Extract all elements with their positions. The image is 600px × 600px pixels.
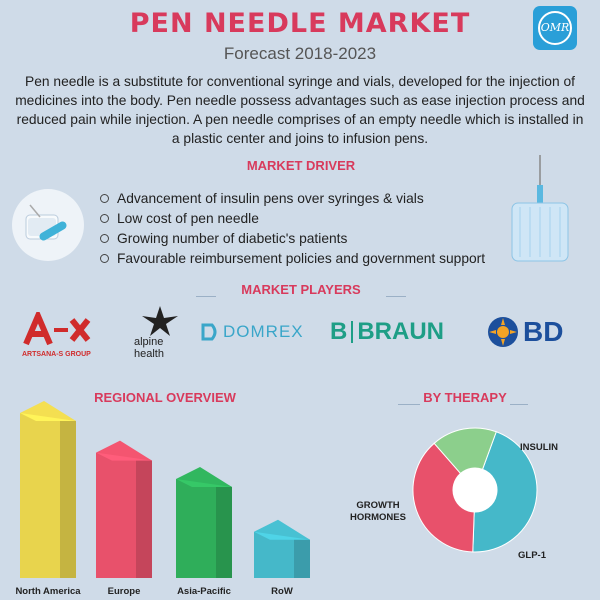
alpine-health-logo: alpine health: [128, 306, 188, 364]
regional-overview-heading: REGIONAL OVERVIEW: [92, 390, 238, 405]
alpine-star-icon: [142, 306, 178, 336]
driver-item: Growing number of diabetic's patients: [100, 228, 520, 248]
bbraun-logo: B BRAUN: [330, 318, 444, 346]
bar-label: Asia-Pacific: [177, 586, 231, 597]
artsana-mark-icon: [23, 308, 91, 346]
alpine-line2: health: [134, 348, 164, 360]
bbraun-text: BRAUN: [357, 318, 445, 345]
bar-asia-pacific: [176, 467, 232, 578]
regional-bar-chart: North America Europe Asia-Pacific RoW: [15, 401, 310, 597]
artsana-logo: ARTSANA-S GROUP: [18, 308, 108, 362]
by-therapy-heading: BY THERAPY: [420, 390, 510, 405]
bullet-icon: [100, 253, 109, 263]
bd-text: BD: [523, 316, 564, 347]
bd-logo: BD: [487, 316, 563, 348]
bd-sun-icon: [488, 317, 518, 347]
bar-label: North America: [15, 586, 81, 597]
domrex-mark-icon: [201, 323, 217, 341]
page-subtitle: Forecast 2018-2023: [223, 44, 377, 63]
market-players-heading: MARKET PLAYERS: [216, 282, 386, 297]
bullet-icon: [100, 193, 109, 203]
donut-label: INSULIN: [520, 442, 558, 453]
page-title: PEN NEEDLE MARKET: [129, 8, 471, 39]
driver-item: Favourable reimbursement policies and go…: [100, 248, 520, 268]
bar-label: Europe: [108, 586, 141, 597]
bar-europe: [96, 440, 152, 578]
bbraun-b: B: [330, 318, 348, 345]
pen-needle-image-left: [12, 189, 84, 261]
donut-slice-2: [433, 427, 497, 475]
market-driver-heading: MARKET DRIVER: [196, 158, 406, 173]
logo-text: OMR: [538, 11, 572, 45]
artsana-subtitle: ARTSANA-S GROUP: [22, 351, 91, 358]
donut-label: GROWTH: [356, 500, 399, 511]
bullet-icon: [100, 233, 109, 243]
domrex-logo: DOMREX: [200, 322, 304, 342]
domrex-text: DOMREX: [223, 322, 304, 341]
driver-item: Advancement of insulin pens over syringe…: [100, 188, 520, 208]
omr-logo: OMR: [533, 6, 577, 50]
alpine-line1: alpine: [134, 336, 164, 348]
donut-label: HORMONES: [350, 512, 406, 523]
market-driver-list: Advancement of insulin pens over syringe…: [100, 188, 520, 268]
bullet-icon: [100, 213, 109, 223]
bar-north-america: [20, 401, 76, 578]
bar-label: RoW: [271, 586, 293, 597]
donut-label: GLP-1: [518, 550, 547, 561]
bbraun-divider: [351, 321, 354, 343]
pen-needle-image-right: [511, 155, 569, 262]
bar-row: [254, 519, 310, 578]
intro-paragraph: Pen needle is a substitute for conventio…: [15, 74, 585, 146]
driver-item: Low cost of pen needle: [100, 208, 520, 228]
donut-hole: [453, 468, 497, 512]
